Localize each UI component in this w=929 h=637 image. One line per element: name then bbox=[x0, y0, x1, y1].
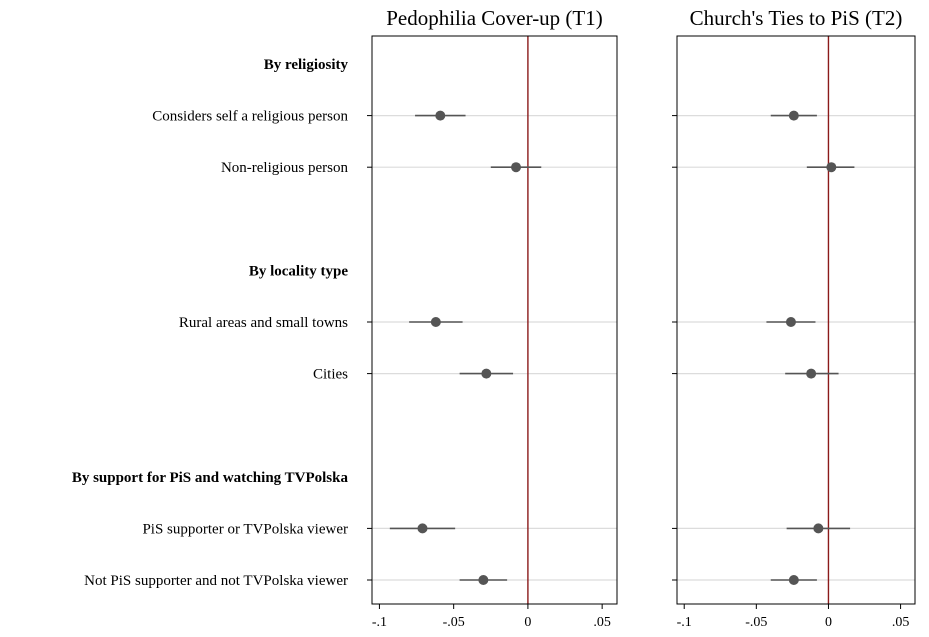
row-labels: By religiosity Considers self a religious… bbox=[72, 57, 349, 589]
x-tick-label: .05 bbox=[593, 615, 611, 630]
row-label: Non-religious person bbox=[221, 160, 349, 176]
row-label: Rural areas and small towns bbox=[179, 315, 348, 331]
point-estimate bbox=[430, 317, 441, 327]
panel-frame bbox=[676, 35, 916, 605]
panel-title: Church's Ties to PiS (T2) bbox=[690, 6, 903, 30]
x-tick-label: .05 bbox=[892, 615, 910, 630]
x-tick-label: -.05 bbox=[745, 615, 767, 630]
point-estimate bbox=[806, 368, 817, 379]
x-tick-label: -.1 bbox=[677, 615, 692, 630]
row-label: PiS supporter or TVPolska viewer bbox=[142, 521, 348, 537]
point-estimate bbox=[788, 110, 799, 121]
point-estimate bbox=[435, 110, 446, 121]
point-estimate bbox=[785, 317, 796, 327]
panel-title: Pedophilia Cover-up (T1) bbox=[386, 6, 603, 30]
point-estimate bbox=[511, 162, 522, 173]
panel-pedophilia-cover-up: Pedophilia Cover-up (T1) -.1 -.05 0 .05 bbox=[367, 6, 618, 630]
point-estimate bbox=[788, 575, 799, 585]
row-label: Considers self a religious person bbox=[152, 109, 348, 125]
row-label: Cities bbox=[313, 367, 348, 383]
panel-church-ties-to-pis: Church's Ties to PiS (T2) -.1 -.05 0 .05 bbox=[672, 6, 916, 630]
panel-frame bbox=[371, 35, 618, 605]
point-estimate bbox=[417, 523, 428, 534]
point-estimate bbox=[481, 368, 492, 379]
point-estimate bbox=[826, 162, 837, 173]
x-tick-label: 0 bbox=[825, 615, 832, 630]
x-tick-label: 0 bbox=[524, 615, 531, 630]
row-label: Not PiS supporter and not TVPolska viewe… bbox=[84, 573, 348, 589]
point-estimate bbox=[813, 523, 824, 534]
group-header-label: By religiosity bbox=[264, 57, 349, 73]
x-tick-label: -.05 bbox=[443, 615, 465, 630]
group-header-label: By locality type bbox=[249, 263, 348, 279]
point-estimate bbox=[478, 575, 489, 585]
x-tick-label: -.1 bbox=[372, 615, 387, 630]
group-header-label: By support for PiS and watching TVPolska bbox=[72, 470, 349, 486]
